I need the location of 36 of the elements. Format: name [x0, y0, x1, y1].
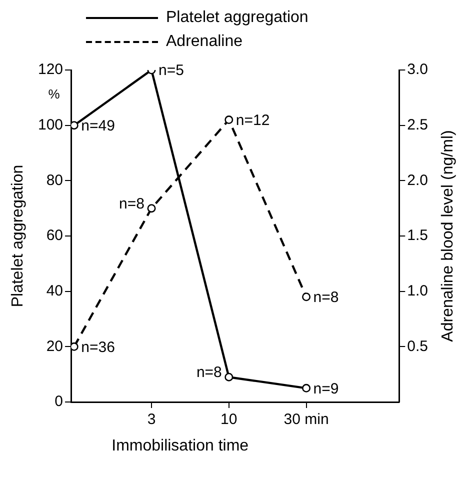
y-tick-label: 100	[38, 116, 64, 134]
y2-tick-label: 3.0	[407, 61, 428, 78]
text: %	[48, 86, 60, 102]
y2-axis-title: Adrenaline blood level (ng/ml)	[439, 130, 456, 342]
point	[302, 384, 311, 392]
annotation: n=8	[196, 364, 222, 382]
annotation: n=12	[236, 112, 270, 129]
annotation: n=5	[158, 62, 184, 80]
x-tick-label: 10	[220, 411, 238, 428]
legend-label: Platelet aggregation	[166, 9, 308, 27]
y2-tick-label: 1.0	[407, 282, 428, 300]
x-tick-label: 3	[147, 411, 156, 428]
point	[224, 116, 234, 124]
x-axis-title: Immobilisation time	[112, 437, 249, 454]
y-tick-label: 0	[54, 393, 64, 410]
point	[302, 292, 311, 302]
y2-tick-label: 0.5	[407, 338, 428, 355]
x-tick-label: 30 min	[284, 411, 329, 428]
y-tick-label: 60	[46, 227, 64, 244]
legend-label: Adrenaline	[166, 33, 242, 51]
point	[147, 204, 156, 213]
annotation: n=8	[119, 195, 145, 212]
annotation: n=49	[81, 117, 115, 134]
point	[224, 372, 234, 382]
annotation: n=36	[81, 338, 115, 356]
y-axis-title: Platelet aggregation	[9, 164, 26, 308]
y-tick-label: 20	[46, 338, 64, 355]
y-tick-label: 80	[46, 172, 64, 189]
point	[71, 342, 78, 351]
y-tick-label: 120	[38, 61, 64, 78]
y2-tick-label: 2.5	[407, 116, 428, 134]
y2-tick-label: 2.0	[407, 172, 428, 189]
annotation: n=9	[313, 380, 339, 398]
annotation: n=8	[313, 289, 339, 306]
y-tick-label: 40	[46, 282, 64, 300]
y2-tick-label: 1.5	[407, 227, 428, 244]
